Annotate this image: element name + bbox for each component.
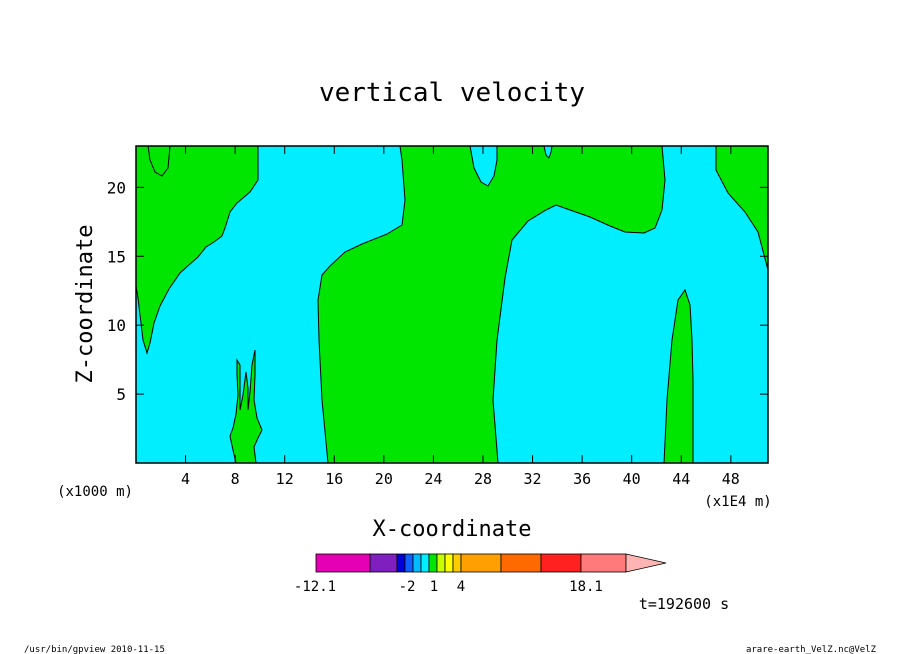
colorbar-label: 4 [457, 579, 465, 595]
y-tick-label: 20 [107, 178, 126, 197]
x-tick-label: 28 [474, 470, 492, 488]
x-tick-label: 32 [524, 470, 542, 488]
colorbar-label: -2 [399, 579, 416, 595]
x-tick-label: 44 [672, 470, 690, 488]
colorbar-segment [460, 553, 502, 573]
contour-region-negative-left [135, 145, 406, 464]
y-axis-ticks: 5 10 15 20 [107, 178, 768, 404]
footer-right: arare-earth_VelZ.nc@VelZ [746, 645, 877, 654]
x-axis-ticks: 4 8 12 16 20 24 28 32 36 40 44 48 [181, 146, 740, 488]
colorbar-segment [436, 553, 446, 573]
colorbar-segment [580, 553, 627, 573]
x-tick-label: 40 [623, 470, 641, 488]
colorbar-segment [428, 553, 438, 573]
colorbar-segment [540, 553, 582, 573]
colorbar-arrow [625, 553, 667, 573]
y-tick-label: 10 [107, 316, 126, 335]
time-label: t=192600 s [639, 595, 729, 613]
colorbar-label: 18.1 [569, 579, 603, 595]
y-tick-label: 5 [116, 385, 126, 404]
x-tick-label: 16 [325, 470, 343, 488]
x-tick-label: 20 [375, 470, 393, 488]
x-tick-label: 24 [424, 470, 442, 488]
colorbar-segment [404, 553, 414, 573]
contour-region-negative-top-mid1 [469, 145, 498, 187]
plot-frame [135, 145, 769, 464]
colorbar-segment [452, 553, 462, 573]
colorbar-segment [315, 553, 371, 573]
chart-title: vertical velocity [319, 78, 585, 108]
colorbar-segment [420, 553, 430, 573]
colorbar-segment [444, 553, 454, 573]
y-axis-label: Z-coordinate [73, 225, 98, 384]
x-axis-label: X-coordinate [373, 517, 532, 542]
x-tick-label: 8 [231, 470, 240, 488]
x-tick-label: 4 [181, 470, 190, 488]
x-unit-right: (x1E4 m) [704, 494, 771, 510]
x-unit-left: (x1000 m) [57, 484, 133, 500]
colorbar-labels: -12.1 -2 1 4 18.1 [294, 579, 603, 595]
x-tick-label: 48 [722, 470, 740, 488]
colorbar [315, 553, 667, 573]
footer-left: /usr/bin/gpview 2010-11-15 [24, 645, 165, 654]
x-tick-label: 12 [276, 470, 294, 488]
colorbar-label: 1 [430, 579, 438, 595]
x-tick-label: 36 [573, 470, 591, 488]
y-tick-label: 15 [107, 247, 126, 266]
colorbar-segment [500, 553, 542, 573]
colorbar-label: -12.1 [294, 579, 336, 595]
colorbar-segment [396, 553, 406, 573]
colorbar-segment [412, 553, 422, 573]
colorbar-segment [369, 553, 398, 573]
